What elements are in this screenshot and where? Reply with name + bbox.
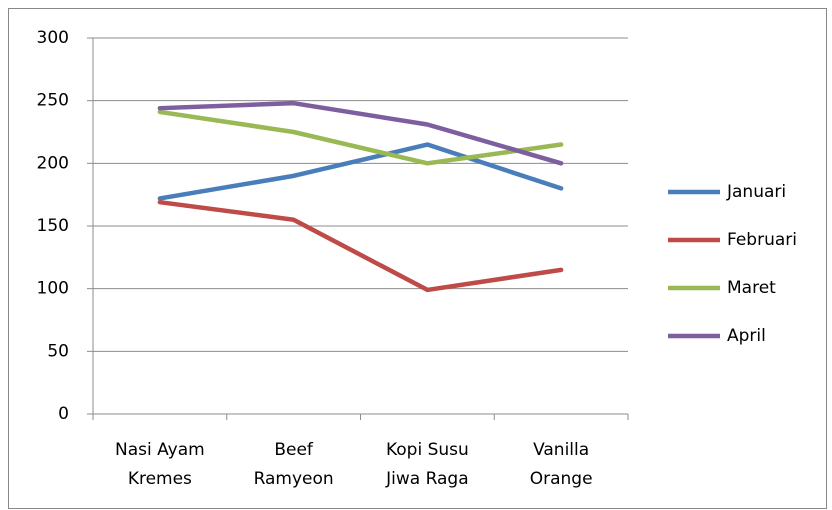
y-tick-label: 250 (37, 91, 69, 111)
series-line (157, 100, 564, 166)
y-tick-label: 0 (58, 404, 69, 424)
y-tick-label: 150 (37, 216, 69, 236)
legend-label: April (727, 326, 766, 346)
x-tick-label: Beef Ramyeon (253, 440, 334, 489)
x-tick-label: Nasi Ayam Kremes (115, 440, 205, 489)
chart-border (8, 8, 827, 509)
y-tick-label: 200 (37, 153, 69, 173)
x-tick-label: Kopi Susu Jiwa Raga (385, 440, 469, 489)
series-line (157, 142, 564, 201)
series-line (157, 109, 564, 166)
legend-label: Februari (727, 230, 797, 250)
legend-label: Maret (727, 278, 776, 298)
series-line (157, 199, 564, 293)
y-tick-label: 300 (37, 28, 69, 48)
legend-label: Januari (726, 182, 786, 202)
y-tick-label: 50 (47, 341, 69, 361)
y-tick-label: 100 (37, 279, 69, 299)
x-tick-label: Vanilla Orange (529, 440, 593, 489)
